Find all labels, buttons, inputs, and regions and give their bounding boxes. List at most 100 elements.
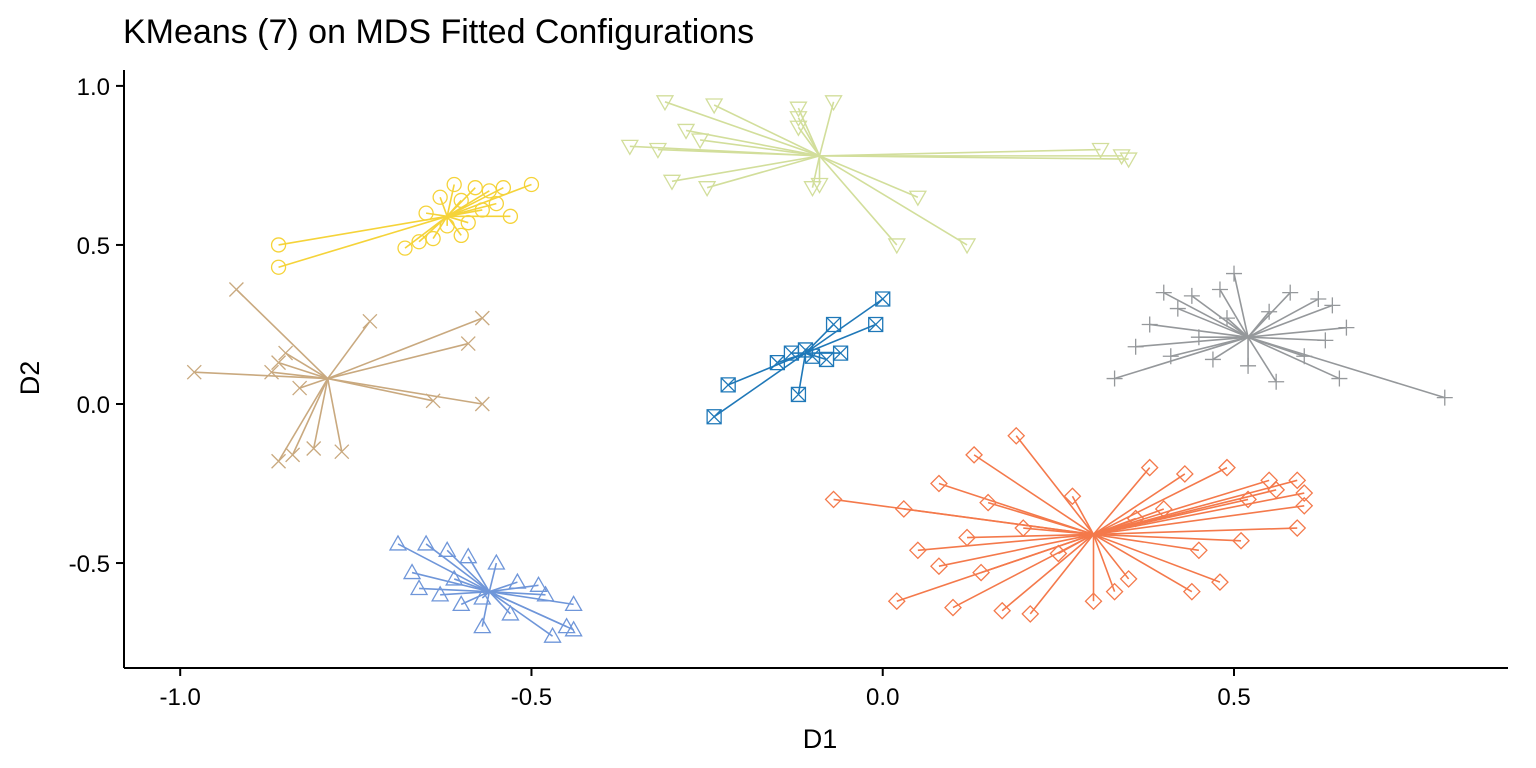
cluster-segment — [1093, 479, 1270, 536]
cluster-segment — [727, 352, 806, 386]
data-point — [425, 393, 441, 409]
cluster-group — [388, 534, 583, 643]
data-point — [411, 234, 427, 250]
data-point — [662, 174, 682, 191]
data-point — [972, 563, 991, 582]
data-point — [439, 218, 455, 234]
cluster-segment — [488, 562, 498, 592]
data-point — [543, 626, 562, 643]
data-point — [965, 445, 983, 464]
cluster-segment — [1247, 304, 1333, 338]
cluster-segment — [419, 587, 490, 593]
data-point — [979, 493, 998, 512]
cluster-segment — [425, 212, 448, 218]
cluster-segment — [917, 533, 1094, 552]
data-point — [1014, 519, 1033, 537]
cluster-group — [1106, 265, 1453, 406]
x-tick-label: -1.0 — [160, 684, 201, 711]
cluster-segment — [489, 590, 546, 596]
data-point — [438, 540, 457, 557]
data-point — [432, 189, 448, 205]
cluster-segment — [277, 378, 329, 462]
cluster-segment — [439, 196, 448, 217]
cluster-segment — [488, 591, 554, 637]
data-point — [416, 534, 436, 551]
cluster-segment — [1247, 336, 1446, 399]
cluster-segment — [488, 591, 511, 615]
data-point — [1183, 287, 1200, 304]
data-point — [887, 238, 906, 255]
cluster-segment — [446, 184, 455, 217]
data-point — [1240, 357, 1257, 374]
data-point — [1063, 487, 1082, 506]
data-point — [481, 183, 497, 199]
cluster-segment — [1163, 291, 1249, 338]
data-point — [1268, 373, 1285, 390]
data-point — [620, 139, 639, 156]
cluster-segment — [1093, 527, 1298, 536]
data-point — [271, 453, 287, 469]
data-point — [1007, 426, 1026, 445]
data-point — [1119, 570, 1138, 588]
data-point — [388, 534, 408, 551]
cluster-segment — [291, 378, 329, 456]
cluster-segment — [987, 501, 1094, 536]
data-point — [557, 617, 576, 634]
data-point — [958, 528, 976, 547]
cluster-segment — [903, 508, 1094, 536]
data-point — [1162, 348, 1179, 365]
data-point — [789, 111, 808, 128]
cluster-segment — [1248, 336, 1326, 342]
x-tick-label: 0.5 — [1217, 684, 1250, 711]
cluster-segment — [481, 591, 490, 599]
data-point — [1226, 265, 1243, 282]
data-point — [271, 355, 287, 371]
data-point — [1190, 329, 1207, 346]
data-point — [706, 409, 722, 425]
x-axis-title: D1 — [803, 724, 838, 754]
data-point — [818, 351, 835, 368]
cluster-segment — [973, 454, 1094, 536]
cluster-segment — [819, 155, 919, 198]
cluster-segment — [967, 533, 1094, 539]
y-tick-label: 0.5 — [77, 233, 110, 260]
x-axis-ticks: -1.0 -0.5 0.0 0.5 — [160, 668, 1251, 711]
data-point — [957, 238, 977, 255]
data-point — [292, 380, 308, 396]
cluster-segment — [285, 352, 329, 380]
cluster-segment — [1071, 495, 1095, 535]
data-point — [690, 133, 710, 150]
data-point — [790, 386, 807, 403]
cluster-segment — [1191, 295, 1249, 338]
data-point — [1296, 348, 1313, 365]
data-point — [508, 572, 527, 589]
data-point — [502, 208, 519, 224]
data-point — [1106, 370, 1123, 387]
cluster-segment — [1233, 273, 1249, 338]
data-point — [285, 447, 301, 463]
cluster-segment — [425, 543, 490, 593]
data-point — [270, 237, 287, 253]
cluster-group — [270, 176, 540, 275]
data-point — [993, 601, 1012, 620]
data-point — [825, 316, 842, 333]
cluster-segment — [980, 533, 1094, 574]
cluster-segment — [1015, 435, 1095, 535]
data-point — [529, 575, 548, 592]
data-point — [810, 177, 829, 194]
cluster-segment — [1093, 473, 1186, 536]
cluster-segment — [194, 371, 328, 380]
cluster-segment — [1093, 533, 1242, 542]
x-tick-label: 0.0 — [866, 684, 899, 711]
cluster-segment — [1093, 533, 1193, 593]
data-point — [908, 190, 927, 207]
cluster-segment — [446, 183, 532, 218]
data-point — [1288, 519, 1307, 537]
cluster-segment — [706, 155, 820, 189]
data-point — [1105, 582, 1124, 601]
data-point — [1310, 291, 1327, 308]
cluster-segment — [819, 155, 1129, 160]
y-tick-label: 0.0 — [77, 392, 110, 419]
data-point — [824, 95, 843, 112]
data-point — [1324, 297, 1341, 314]
